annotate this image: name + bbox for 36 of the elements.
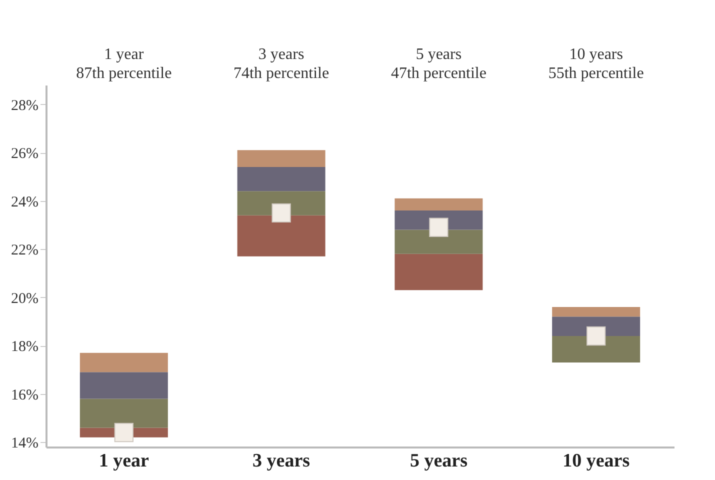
text: 5 years	[416, 46, 462, 63]
y-tick-label: 24%	[11, 194, 38, 210]
y-tick-label: 20%	[11, 290, 38, 307]
bar	[80, 352, 168, 372]
text: 55th percentile	[548, 65, 644, 82]
text: 87th percentile	[76, 65, 172, 82]
bar	[237, 215, 326, 256]
text: 10 years	[569, 46, 623, 63]
y-tick-label: 16%	[11, 387, 38, 404]
bar	[552, 307, 640, 317]
bar	[552, 336, 640, 363]
y-tick-label: 26%	[11, 146, 38, 162]
y-tick-label: 22%	[11, 242, 38, 259]
bar	[394, 198, 483, 210]
bar	[552, 316, 640, 336]
bar	[80, 372, 168, 399]
x-tick-label: 5 years	[410, 450, 468, 472]
point	[272, 203, 291, 222]
bar	[394, 254, 483, 290]
bar	[237, 150, 326, 168]
text: 3 years	[258, 46, 304, 63]
x-tick-label: 10 years	[562, 450, 630, 472]
x-tick-label: 1 year	[98, 450, 150, 472]
text: 1 year	[104, 46, 144, 63]
point	[586, 326, 606, 346]
y-tick-label: 14%	[11, 436, 38, 452]
y-tick-label: 18%	[11, 339, 38, 356]
point	[114, 422, 134, 442]
bar	[394, 230, 483, 254]
bar	[80, 398, 168, 428]
text: 74th percentile	[234, 65, 330, 82]
point	[429, 218, 448, 237]
y-tick-label: 28%	[11, 98, 38, 114]
text: 47th percentile	[390, 65, 486, 82]
bar	[237, 167, 326, 192]
x-tick-label: 3 years	[252, 450, 310, 472]
